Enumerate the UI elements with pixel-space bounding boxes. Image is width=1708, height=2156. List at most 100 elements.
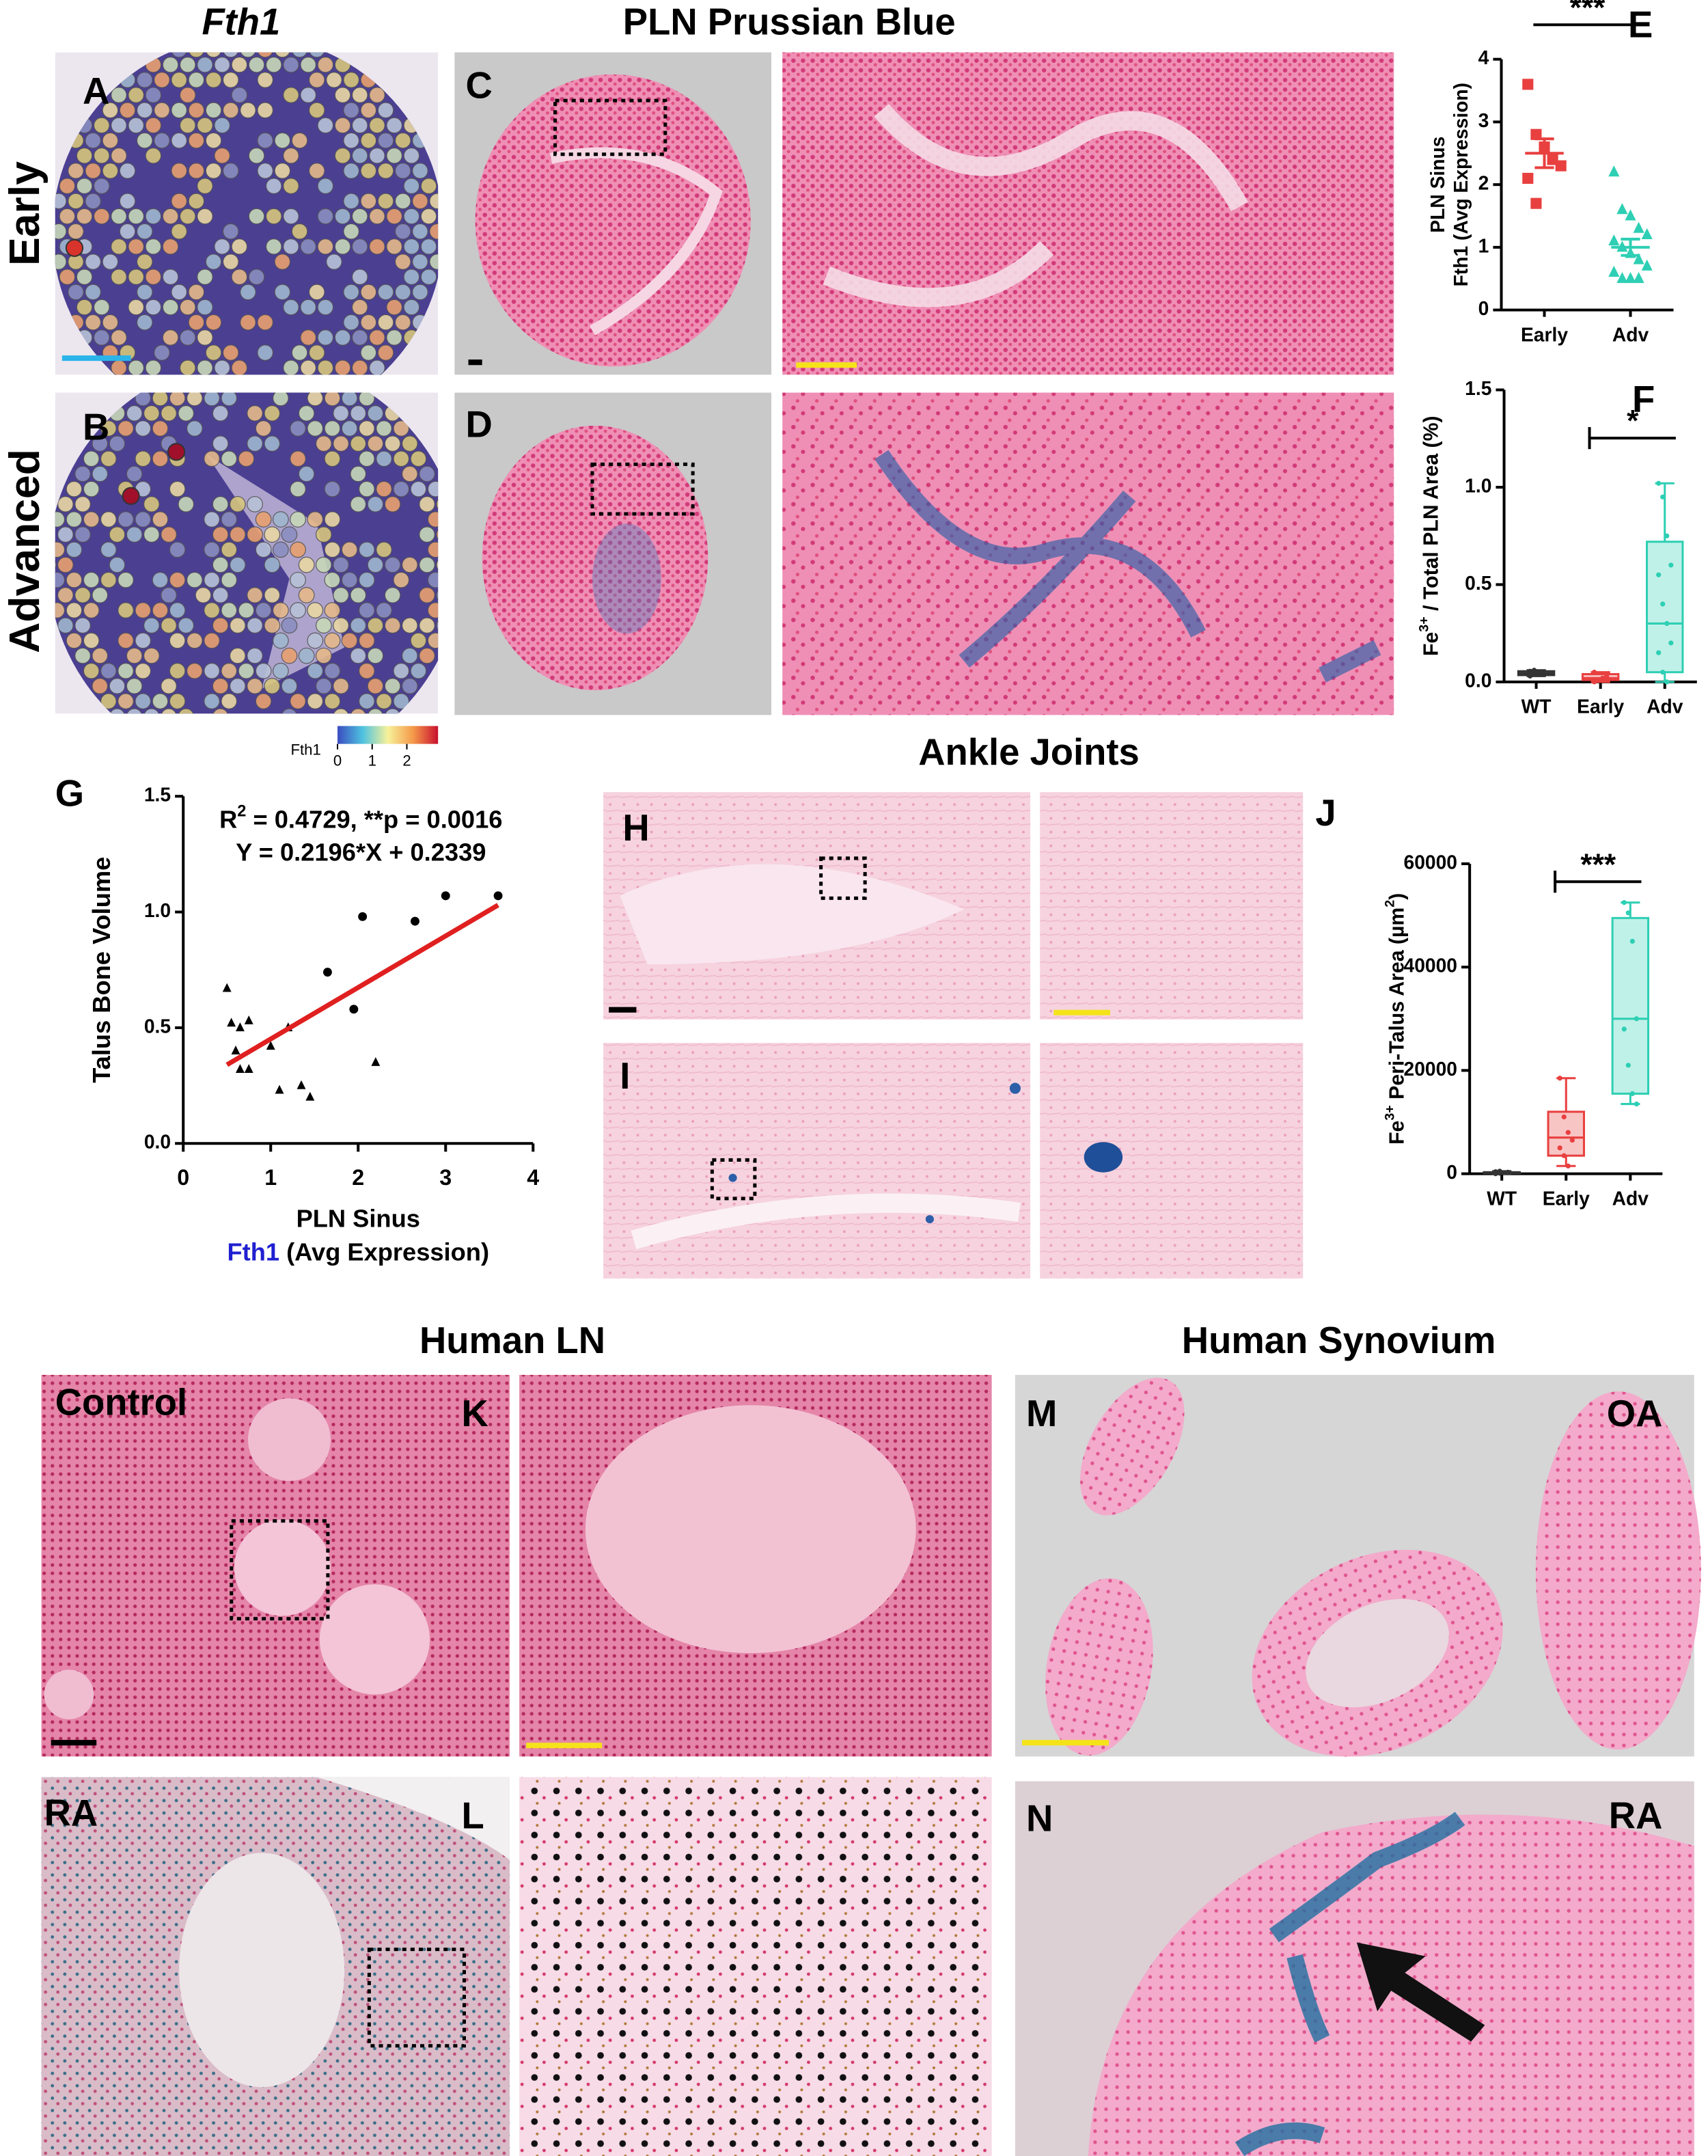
point: [235, 1022, 245, 1032]
spot: [257, 314, 274, 331]
spot: [324, 450, 341, 467]
spot: [315, 556, 332, 573]
spot: [145, 117, 162, 134]
spot: [369, 117, 385, 134]
spot: [369, 208, 385, 225]
spot: [152, 420, 169, 437]
spot: [300, 238, 317, 255]
spot: [343, 72, 360, 88]
spot: [222, 72, 239, 88]
spot: [65, 238, 84, 257]
y-tick-label: 1: [1478, 234, 1489, 256]
spot: [179, 117, 196, 134]
spot: [291, 52, 308, 58]
spot: [307, 724, 323, 739]
spot: [436, 526, 439, 543]
point: [1497, 1169, 1502, 1174]
spot: [197, 178, 213, 195]
spot: [344, 375, 359, 391]
panel-letter: D: [465, 403, 492, 445]
point: [371, 1056, 381, 1066]
spot: [308, 52, 325, 58]
spot: [274, 52, 291, 58]
point: [1664, 533, 1670, 538]
spot: [403, 238, 420, 255]
point: [411, 916, 419, 926]
spot: [324, 602, 341, 618]
spot: [317, 359, 334, 375]
point: [1660, 494, 1666, 500]
annotation-part: = 0.4729, **p = 0.0016: [246, 805, 502, 833]
spot: [154, 132, 170, 149]
spot: [118, 693, 134, 710]
spot: [169, 602, 186, 618]
spot: [412, 254, 428, 270]
spot: [326, 254, 342, 270]
panel-letter: N: [1026, 1797, 1053, 1839]
point: [1540, 670, 1545, 675]
y-axis-label: PLN Sinus: [1427, 137, 1448, 233]
spot: [221, 662, 238, 679]
point: [1664, 679, 1670, 685]
spot: [307, 662, 324, 679]
row-label: Advanced: [1, 449, 49, 653]
spot: [384, 678, 401, 694]
spot: [300, 359, 317, 375]
point: [1641, 228, 1653, 239]
spot: [308, 284, 325, 301]
colorbar-tick-label: 2: [402, 752, 411, 769]
spot: [55, 223, 67, 240]
header: Human Synovium: [1182, 1320, 1496, 1361]
spot: [358, 420, 375, 437]
y-axis-label-part: 2: [1382, 900, 1397, 908]
annotation: R2 = 0.4729, **p = 0.0016: [219, 802, 502, 833]
spot: [55, 602, 66, 618]
spot: [317, 56, 334, 73]
spot: [272, 602, 289, 618]
spot: [358, 480, 375, 497]
panel-letter: L: [461, 1795, 484, 1836]
point: [1608, 234, 1620, 246]
spot: [386, 238, 403, 255]
spot: [135, 724, 151, 739]
spot: [333, 405, 349, 422]
spot: [135, 632, 152, 649]
spot: [205, 254, 222, 270]
spot: [212, 526, 229, 543]
spot: [55, 571, 66, 588]
spot: [316, 375, 332, 391]
spot: [394, 223, 411, 240]
spot: [171, 52, 188, 58]
spot: [229, 495, 246, 513]
spot: [154, 72, 170, 88]
point: [244, 1064, 253, 1074]
spot: [179, 359, 196, 375]
point: [1625, 910, 1631, 916]
image-label: OA: [1607, 1393, 1663, 1434]
spot: [317, 299, 334, 316]
spot: [410, 450, 427, 467]
spot: [187, 724, 203, 739]
point: [322, 968, 332, 977]
spot: [394, 193, 411, 210]
spot: [419, 587, 435, 603]
spot: [118, 511, 134, 528]
spot: [74, 647, 91, 664]
spot: [350, 587, 367, 603]
spot: [154, 344, 170, 361]
spot: [265, 238, 282, 255]
spot: [231, 238, 248, 255]
spot: [83, 480, 100, 497]
spot: [343, 132, 360, 149]
spot: [212, 435, 229, 452]
spot: [55, 254, 67, 270]
spot: [255, 541, 272, 558]
spot: [179, 87, 196, 103]
spot: [136, 72, 153, 88]
spot: [265, 208, 282, 225]
spot: [384, 708, 401, 714]
spot: [367, 678, 384, 694]
spot: [420, 208, 437, 225]
spot: [66, 571, 83, 588]
spot: [283, 87, 299, 103]
